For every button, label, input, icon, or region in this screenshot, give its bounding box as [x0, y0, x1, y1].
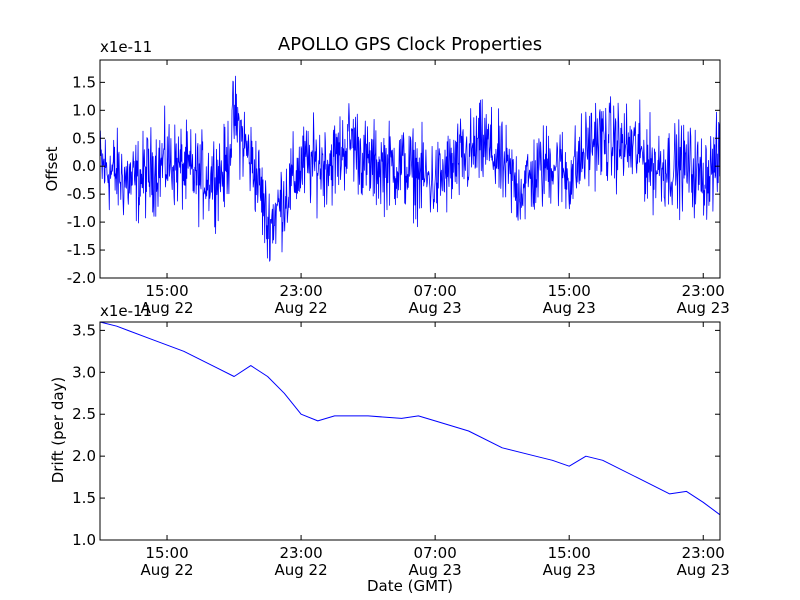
top-y-tick-label: 1.5 — [72, 73, 96, 91]
bottom-x-tick-time-label: 23:00 — [279, 544, 322, 562]
top-y-tick-label: -2.0 — [67, 269, 96, 287]
bottom-y-tick-label: 1.0 — [72, 531, 96, 549]
bottom-x-tick-time-label: 23:00 — [682, 544, 725, 562]
top-x-tick-time-label: 15:00 — [548, 282, 591, 300]
top-y-tick-label: 1.0 — [72, 101, 96, 119]
bottom-y-axis-label: Drift (per day) — [49, 377, 67, 484]
chart-title: APOLLO GPS Clock Properties — [278, 34, 542, 55]
bottom-x-tick-date-label: Aug 22 — [140, 561, 193, 579]
bottom-offset-text: x1e-11 — [100, 302, 152, 320]
top-x-tick-time-label: 23:00 — [682, 282, 725, 300]
top-x-tick-date-label: Aug 23 — [409, 299, 462, 317]
top-offset-text: x1e-11 — [100, 38, 152, 56]
bottom-x-tick-time-label: 15:00 — [548, 544, 591, 562]
bottom-y-tick-label: 2.5 — [72, 405, 96, 423]
top-x-tick-time-label: 23:00 — [279, 282, 322, 300]
top-x-tick-date-label: Aug 22 — [275, 299, 328, 317]
bottom-x-tick-date-label: Aug 23 — [543, 561, 596, 579]
bottom-y-tick-label: 1.5 — [72, 489, 96, 507]
top-y-tick-label: 0.5 — [72, 129, 96, 147]
bottom-x-tick-date-label: Aug 22 — [275, 561, 328, 579]
top-y-tick-label: -1.5 — [67, 241, 96, 259]
top-y-axis-label: Offset — [43, 146, 61, 191]
top-x-tick-date-label: Aug 23 — [677, 299, 730, 317]
top-y-tick-label: -1.0 — [67, 213, 96, 231]
x-axis-label: Date (GMT) — [367, 577, 453, 595]
top-x-tick-time-label: 15:00 — [145, 282, 188, 300]
top-x-tick-time-label: 07:00 — [414, 282, 457, 300]
bottom-y-tick-label: 3.5 — [72, 321, 96, 339]
top-x-tick-date-label: Aug 23 — [543, 299, 596, 317]
bottom-y-tick-label: 2.0 — [72, 447, 96, 465]
top-y-tick-label: 0.0 — [72, 157, 96, 175]
bottom-x-tick-date-label: Aug 23 — [677, 561, 730, 579]
top-y-tick-label: -0.5 — [67, 185, 96, 203]
bottom-x-tick-time-label: 07:00 — [414, 544, 457, 562]
bottom-x-tick-time-label: 15:00 — [145, 544, 188, 562]
bottom-y-tick-label: 3.0 — [72, 363, 96, 381]
